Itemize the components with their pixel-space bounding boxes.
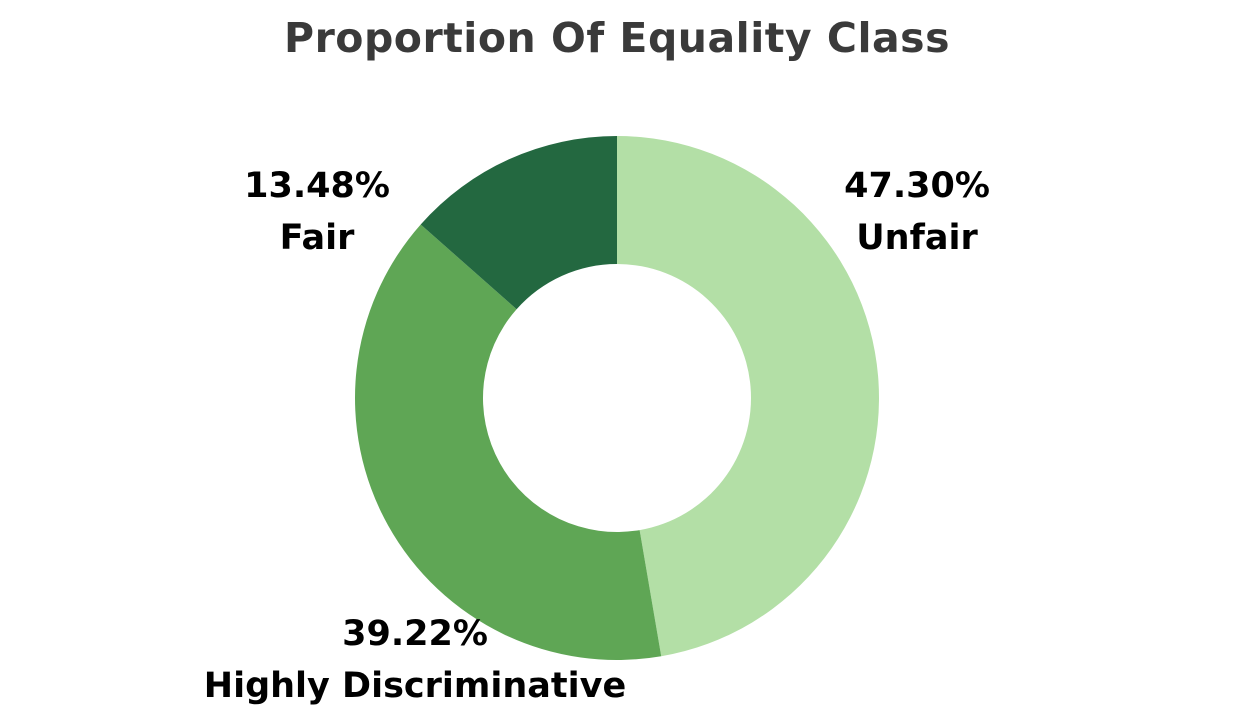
slice-name-highly-discriminative: Highly Discriminative (203, 666, 627, 706)
donut-slice-fair (420, 136, 617, 310)
donut-slice-unfair (617, 136, 880, 657)
slice-label-fair: 13.48% Fair (217, 160, 417, 264)
slice-label-unfair: 47.30% Unfair (817, 160, 1017, 264)
slice-percent-highly-discriminative: 39.22% (342, 614, 488, 654)
slice-percent-fair: 13.48% (244, 166, 390, 206)
slice-name-unfair: Unfair (856, 218, 978, 258)
chart-title: Proportion Of Equality Class (284, 14, 950, 62)
slice-name-fair: Fair (279, 218, 355, 258)
slice-percent-unfair: 47.30% (844, 166, 990, 206)
donut-slice-highly-discriminative (354, 224, 662, 661)
slice-label-highly-discriminative: 39.22% Highly Discriminative (180, 608, 650, 712)
